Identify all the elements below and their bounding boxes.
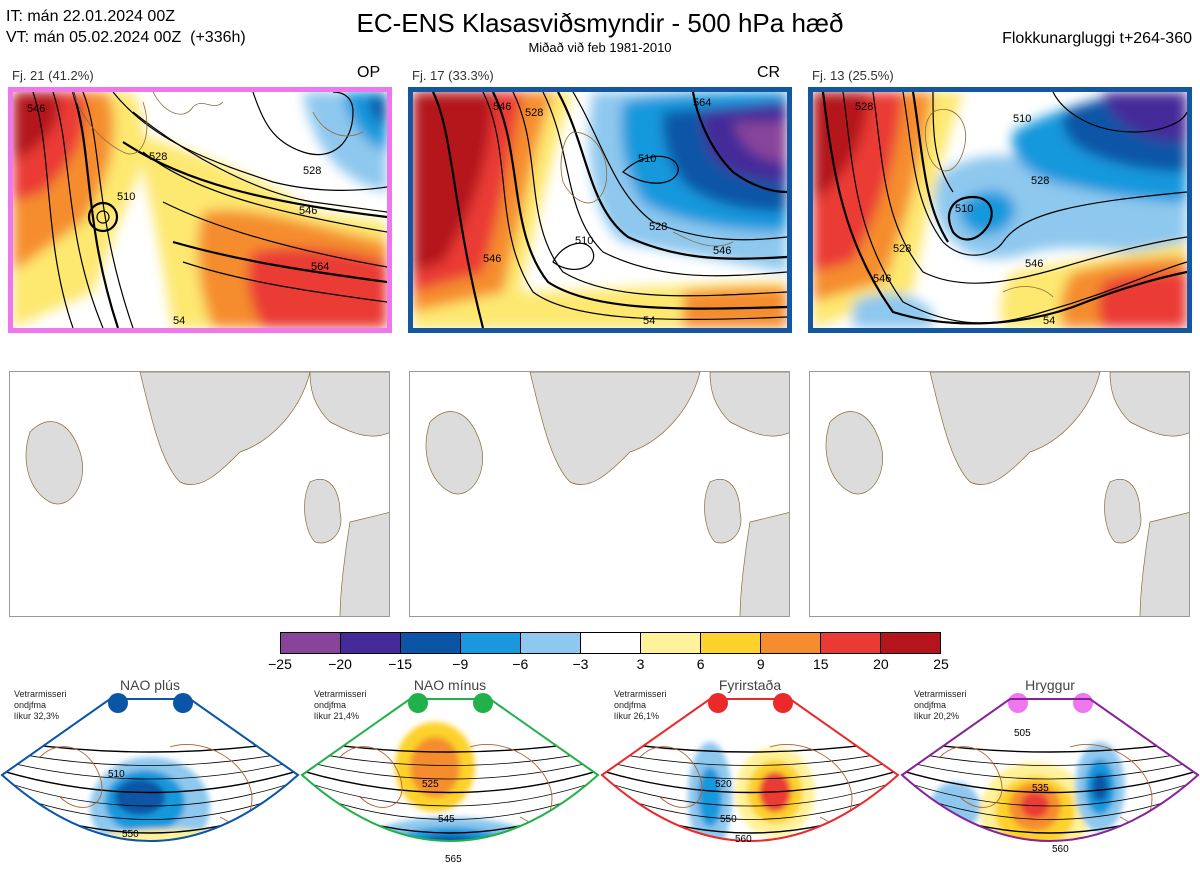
cluster-1-contour-label: 546 (299, 205, 317, 217)
colorbar-swatch (341, 633, 401, 653)
regime-name: NAO plús (120, 677, 180, 693)
cluster-2-label: Fj. 17 (33.3%) (412, 68, 494, 83)
cluster-1-contour-label: 54 (173, 315, 185, 327)
colorbar-swatch (461, 633, 521, 653)
cluster-3-contour-label: 528 (893, 243, 911, 255)
cluster-2-contour-label: 528 (649, 221, 667, 233)
regime-contour-label: 520 (715, 779, 732, 790)
colorbar-tick-label: −15 (388, 656, 413, 672)
colorbar-swatch (641, 633, 701, 653)
regime-contour-label: 535 (1032, 783, 1049, 794)
colorbar-swatch (521, 633, 581, 653)
colorbar-swatch (281, 633, 341, 653)
land-outline-map-1 (25, 372, 389, 616)
colorbar-swatch (401, 633, 461, 653)
cluster-1-contour-label: 564 (311, 261, 329, 273)
base-map-1 (9, 371, 390, 617)
cluster-2-tag: CR (757, 64, 781, 81)
colorbar-tick-label: −9 (452, 656, 469, 672)
cluster-2-contour-label: 510 (638, 153, 656, 165)
cluster-2-contour-label: 546 (713, 245, 731, 257)
cluster-3-contour-label: 546 (1025, 258, 1043, 270)
regime-name: Fyrirstaða (718, 677, 782, 693)
cluster-1-contour-label: 510 (117, 191, 135, 203)
regime-contour-label: 550 (720, 814, 737, 825)
regime-map: 525 545 565 (300, 698, 600, 865)
regime-map: 505 535 560 (900, 698, 1200, 855)
colorbar-tick-label: −6 (512, 656, 529, 672)
base-map-3 (809, 371, 1190, 617)
cluster-3-label: Fj. 13 (25.5%) (812, 68, 894, 83)
classification-window: Flokkunargluggi t+264-360 (1002, 30, 1192, 47)
colorbar-tick-label: −3 (572, 656, 589, 672)
land-outline-map-2 (425, 372, 789, 616)
regime-contour-label: 510 (108, 769, 125, 780)
regime-contour-label: 565 (445, 854, 462, 865)
cluster-1-label: Fj. 21 (41.2%) (12, 68, 94, 83)
regime-name: Hryggur (1025, 677, 1075, 693)
cluster-3-field: 528 510 528 510 528 546 546 54 (813, 92, 1187, 328)
run-info: IT: mán 22.01.2024 00Z VT: mán 05.02.202… (6, 6, 246, 48)
cluster-3-contour-label: 510 (1013, 113, 1031, 125)
regime-contour-label: 545 (438, 814, 455, 825)
cluster-1-contour-label: 546 (27, 103, 45, 115)
regime-map: 520 550 560 (600, 698, 900, 845)
regime-contour-label: 560 (1052, 844, 1069, 855)
colorbar-swatch (701, 633, 761, 653)
colorbar-swatch (881, 633, 940, 653)
cluster-1-contour-label: 528 (303, 165, 321, 177)
cluster-2-contour-label: 528 (525, 107, 543, 119)
cluster-2-map: 546 528 510 510 528 546 564 546 54 (408, 87, 792, 333)
cluster-1-tag: OP (357, 64, 381, 81)
cluster-1-field: 546 528 510 546 564 528 54 (13, 92, 387, 328)
regime-name: NAO mínus (413, 677, 487, 693)
regime-probability: Vetrarmisseri ondjfma líkur 26,1% (614, 689, 667, 721)
colorbar (280, 632, 941, 654)
cluster-3-contour-label: 546 (873, 273, 891, 285)
regime-map: 510 550 (0, 698, 300, 842)
cluster-2-contour-label: 546 (483, 253, 501, 265)
regime-contour-label: 505 (1014, 728, 1031, 739)
cluster-3-contour-label: 54 (1043, 315, 1055, 327)
cluster-3-contour-label: 528 (1031, 175, 1049, 187)
page-subtitle: Miðað við feb 1981-2010 (528, 40, 672, 55)
cluster-2-contour-label: 54 (643, 315, 655, 327)
cluster-3-contour-label: 510 (955, 203, 973, 215)
colorbar-tick-label: −25 (268, 656, 292, 672)
regime-probability: Vetrarmisseri ondjfma líkur 20,2% (914, 689, 967, 721)
colorbar-tick-label: 6 (696, 656, 705, 672)
regime-contour-label: 560 (735, 834, 752, 845)
regime-probability: Vetrarmisseri ondjfma líkur 32,3% (14, 689, 67, 721)
regime-contour-label: 550 (122, 829, 139, 840)
colorbar-tick-label: 20 (873, 656, 889, 672)
colorbar-swatch (581, 633, 641, 653)
colorbar-swatch (761, 633, 821, 653)
page-title: EC-ENS Klasasviðsmyndir - 500 hPa hæð (356, 8, 844, 38)
cluster-2-contour-label: 546 (493, 101, 511, 113)
colorbar-tick-label: 25 (933, 656, 949, 672)
cluster-3-map: 528 510 528 510 528 546 546 54 (808, 87, 1192, 333)
cluster-2-field: 546 528 510 510 528 546 564 546 54 (413, 92, 787, 328)
colorbar-tick-label: −20 (328, 656, 352, 672)
colorbar-tick-label: 15 (813, 656, 829, 672)
cluster-1-contour-label: 528 (149, 151, 167, 163)
colorbar-tick-label: 3 (636, 656, 645, 672)
land-outline-map-3 (825, 372, 1189, 616)
cluster-2-contour-label: 564 (693, 97, 711, 109)
base-map-2 (409, 371, 790, 617)
cluster-1-map: 546 528 510 546 564 528 54 (8, 87, 392, 333)
colorbar-swatch (821, 633, 881, 653)
valid-time: VT: mán 05.02.2024 00Z (+336h) (6, 29, 246, 46)
cluster-3-contour-label: 528 (855, 101, 873, 113)
cluster-2-contour-label: 510 (575, 235, 593, 247)
init-time: IT: mán 22.01.2024 00Z (6, 8, 175, 25)
regime-probability: Vetrarmisseri ondjfma líkur 21,4% (314, 689, 367, 721)
colorbar-tick-label: 9 (756, 656, 765, 672)
regime-contour-label: 525 (422, 779, 439, 790)
